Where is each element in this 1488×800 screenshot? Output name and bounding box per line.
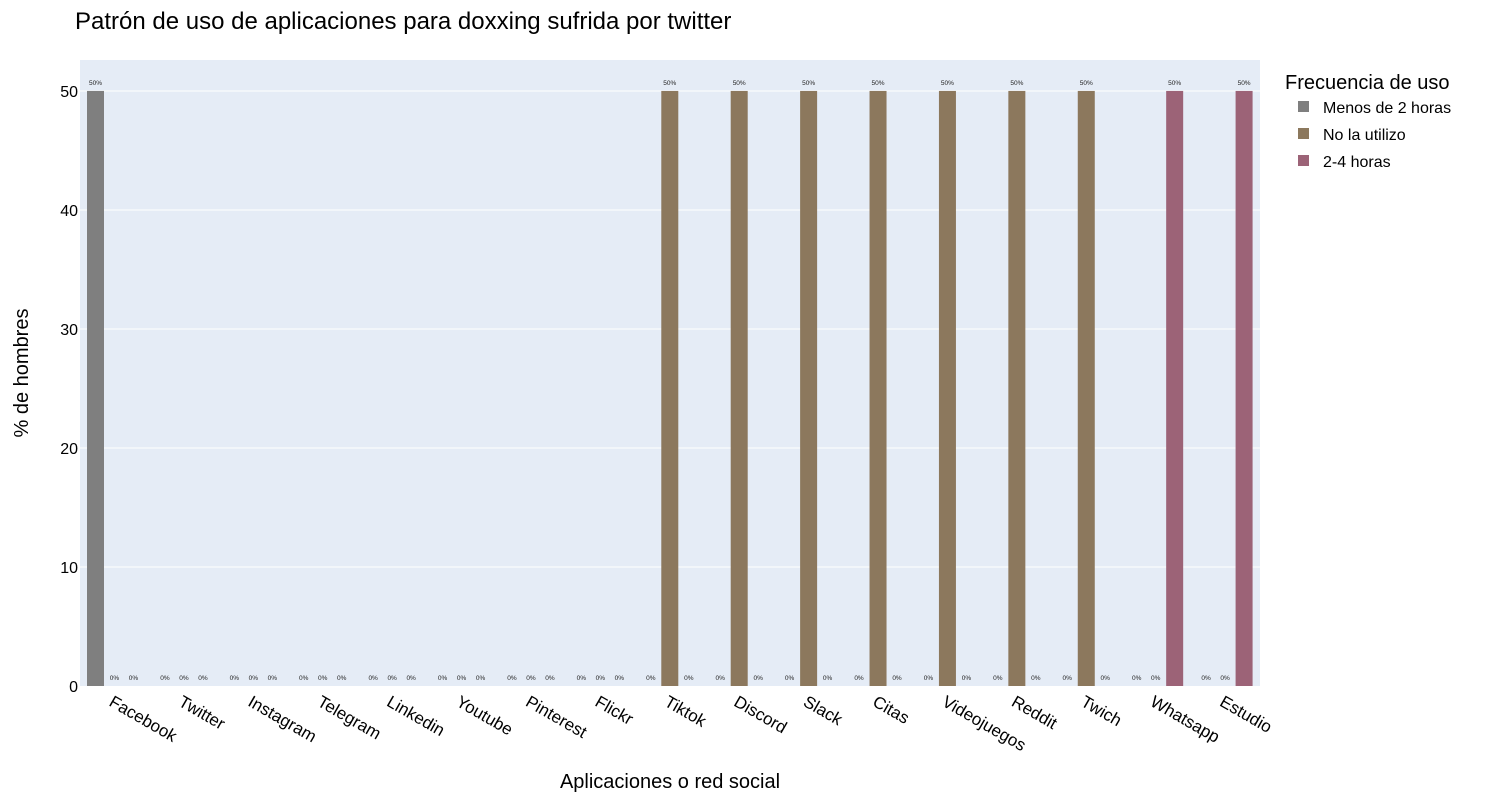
data-label: 0% bbox=[198, 675, 208, 682]
bar-labels: 50% 0% 0% 0% 0% 0% 0% 0% 0% 0% 0% 0% 0% 0% 0% 0% 0% 0% 0% 0… bbox=[89, 80, 1251, 682]
y-axis-title: % de hombres bbox=[11, 309, 33, 438]
y-tick-label: 10 bbox=[60, 560, 78, 577]
legend-title: Frecuencia de uso bbox=[1285, 72, 1450, 94]
data-label: 0% bbox=[1101, 675, 1111, 682]
x-tick-label: Twitter bbox=[175, 692, 228, 734]
data-label: 0% bbox=[924, 675, 934, 682]
data-label: 50% bbox=[941, 80, 954, 87]
data-label: 0% bbox=[387, 675, 397, 682]
y-tick-label: 20 bbox=[60, 441, 78, 458]
data-label: 50% bbox=[872, 80, 885, 87]
x-tick-label: Citas bbox=[870, 692, 913, 728]
x-tick-label: Slack bbox=[800, 692, 846, 729]
data-label: 0% bbox=[457, 675, 467, 682]
data-label: 0% bbox=[160, 675, 170, 682]
data-label: 0% bbox=[1063, 675, 1073, 682]
x-tick-label: Youtube bbox=[453, 692, 516, 739]
data-label: 0% bbox=[299, 675, 309, 682]
legend: Frecuencia de uso Menos de 2 horas No la … bbox=[1285, 72, 1451, 171]
x-tick-label: Tiktok bbox=[661, 692, 710, 731]
bar bbox=[800, 90, 818, 686]
data-label: 0% bbox=[716, 675, 726, 682]
data-label: 0% bbox=[476, 675, 486, 682]
data-label: 0% bbox=[318, 675, 328, 682]
legend-item: No la utilizo bbox=[1323, 127, 1406, 144]
data-label: 0% bbox=[962, 675, 972, 682]
x-tick-label: Instagram bbox=[245, 692, 320, 746]
bar bbox=[869, 90, 887, 686]
x-tick-label: Estudio bbox=[1217, 692, 1276, 737]
bar bbox=[938, 90, 956, 686]
data-label: 0% bbox=[406, 675, 416, 682]
data-label: 0% bbox=[545, 675, 555, 682]
legend-swatch bbox=[1298, 155, 1309, 166]
y-tick-label: 0 bbox=[69, 679, 78, 696]
x-tick-label: Linkedin bbox=[384, 692, 448, 740]
y-axis-ticks: 0 10 20 30 40 50 bbox=[60, 84, 78, 696]
data-label: 0% bbox=[754, 675, 764, 682]
data-label: 0% bbox=[110, 675, 120, 682]
data-label: 0% bbox=[993, 675, 1003, 682]
data-label: 0% bbox=[249, 675, 259, 682]
data-label: 0% bbox=[646, 675, 656, 682]
data-label: 0% bbox=[268, 675, 278, 682]
data-label: 0% bbox=[507, 675, 517, 682]
data-label: 0% bbox=[1201, 675, 1211, 682]
data-label: 0% bbox=[823, 675, 833, 682]
x-tick-label: Flickr bbox=[592, 692, 637, 729]
x-axis-title: Aplicaciones o red social bbox=[560, 771, 780, 793]
legend-item: Menos de 2 horas bbox=[1323, 100, 1451, 117]
data-label: 50% bbox=[802, 80, 815, 87]
bar bbox=[661, 90, 679, 686]
y-tick-label: 40 bbox=[60, 203, 78, 220]
data-label: 0% bbox=[526, 675, 536, 682]
data-label: 0% bbox=[1132, 675, 1142, 682]
data-label: 0% bbox=[785, 675, 795, 682]
data-label: 0% bbox=[854, 675, 864, 682]
data-label: 0% bbox=[684, 675, 694, 682]
data-label: 50% bbox=[1168, 80, 1181, 87]
x-tick-label: Facebook bbox=[106, 692, 181, 746]
data-label: 50% bbox=[1010, 80, 1023, 87]
data-label: 0% bbox=[337, 675, 347, 682]
y-tick-label: 30 bbox=[60, 322, 78, 339]
data-label: 50% bbox=[1238, 80, 1251, 87]
data-label: 0% bbox=[129, 675, 139, 682]
data-label: 50% bbox=[733, 80, 746, 87]
x-tick-label: Whatsapp bbox=[1147, 692, 1223, 747]
bars bbox=[87, 90, 1253, 686]
data-label: 0% bbox=[179, 675, 189, 682]
x-tick-label: Telegram bbox=[314, 692, 384, 743]
legend-swatch bbox=[1298, 101, 1309, 112]
x-tick-label: Reddit bbox=[1008, 692, 1060, 733]
data-label: 0% bbox=[577, 675, 587, 682]
data-label: 0% bbox=[230, 675, 240, 682]
data-label: 50% bbox=[663, 80, 676, 87]
legend-swatch bbox=[1298, 128, 1309, 139]
bar bbox=[87, 90, 104, 686]
data-label: 0% bbox=[1151, 675, 1161, 682]
legend-item: 2-4 horas bbox=[1323, 154, 1391, 171]
bar bbox=[730, 90, 748, 686]
x-tick-label: Pinterest bbox=[522, 692, 590, 742]
chart-title: Patrón de uso de aplicaciones para doxxi… bbox=[75, 8, 731, 35]
y-tick-label: 50 bbox=[60, 84, 78, 101]
x-tick-label: Discord bbox=[731, 692, 790, 737]
data-label: 0% bbox=[615, 675, 625, 682]
data-label: 0% bbox=[1031, 675, 1041, 682]
data-label: 0% bbox=[438, 675, 448, 682]
data-label: 0% bbox=[368, 675, 378, 682]
x-tick-label: Twich bbox=[1078, 692, 1125, 730]
bar bbox=[1235, 90, 1253, 686]
data-label: 0% bbox=[892, 675, 902, 682]
bar bbox=[1166, 90, 1184, 686]
data-label: 50% bbox=[89, 80, 102, 87]
bar bbox=[1077, 90, 1095, 686]
data-label: 0% bbox=[596, 675, 606, 682]
data-label: 0% bbox=[1220, 675, 1230, 682]
data-label: 50% bbox=[1080, 80, 1093, 87]
bar bbox=[1008, 90, 1026, 686]
